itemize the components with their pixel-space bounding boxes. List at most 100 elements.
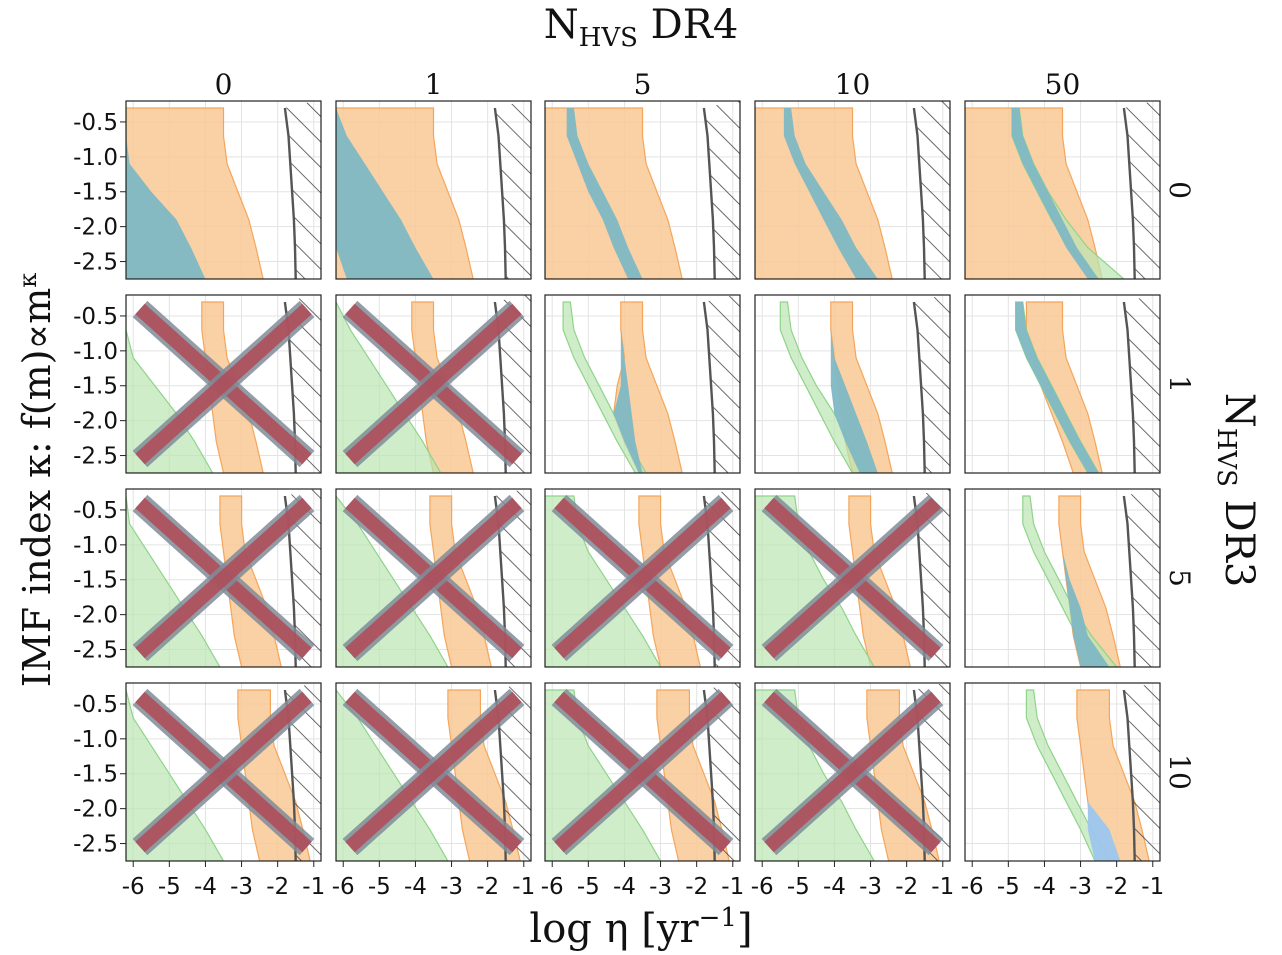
- dr4-region: [545, 107, 683, 279]
- panel: [335, 294, 532, 474]
- dr3-region: [1025, 689, 1111, 861]
- panel-frame: [964, 294, 1161, 474]
- hatched-exclusion: [703, 295, 740, 473]
- panel-plot-area: [965, 683, 1160, 861]
- hatched-exclusion: [284, 489, 321, 667]
- panel-frame: [964, 488, 1161, 668]
- row-labels: 0 1 5 10: [1163, 181, 1196, 790]
- dr3-region: [126, 302, 214, 473]
- panel-frame: [964, 682, 1161, 862]
- panel-plot-area: [965, 101, 1160, 279]
- x-tick-label: -5: [158, 874, 181, 900]
- panel-frame: [125, 100, 322, 280]
- panel-plot-area: [965, 489, 1160, 667]
- dr3-region: [336, 301, 442, 473]
- overlap-region: [1058, 496, 1110, 667]
- overlap-region: [830, 302, 878, 473]
- y-tick-label: -2.0: [73, 409, 118, 435]
- panel-plot-area: [755, 295, 950, 473]
- panel: [544, 100, 741, 280]
- panel: [125, 682, 322, 862]
- x-tick-label: -2: [266, 874, 289, 900]
- panel-frame: [964, 100, 1161, 280]
- y-tick-label: -1.0: [73, 339, 118, 365]
- column-label: 50: [1045, 68, 1081, 101]
- x-tick-label: -4: [194, 874, 217, 900]
- panel-plot-area: [336, 683, 531, 861]
- y-tick-label: -2.5: [73, 444, 118, 470]
- hatched-exclusion: [1123, 101, 1160, 279]
- dr4-region: [1025, 301, 1103, 473]
- row-label: 5: [1163, 569, 1196, 587]
- hatched-exclusion: [703, 101, 740, 279]
- y-tick-label: -0.5: [73, 304, 118, 330]
- x-tick-label: -3: [859, 874, 882, 900]
- panel-frame: [544, 294, 741, 474]
- hatched-exclusion: [703, 489, 740, 667]
- dr3-region: [562, 301, 647, 473]
- x-tick-label: -2: [476, 874, 499, 900]
- y-tick-label: -1.0: [73, 727, 118, 753]
- dr3-region: [1022, 495, 1118, 667]
- hatched-exclusion: [284, 101, 321, 279]
- hatched-exclusion: [1123, 489, 1160, 667]
- exclusion-cross: [345, 691, 522, 853]
- dr3-region: [545, 495, 662, 667]
- overlap-region: [613, 302, 643, 473]
- y-tick-label: -1.0: [73, 533, 118, 559]
- y-tick-label: -2.5: [73, 832, 118, 858]
- panel-plot-area: [545, 101, 740, 279]
- panel-frame: [544, 682, 741, 862]
- panel: [335, 100, 532, 280]
- panel-plot-area: [336, 489, 531, 667]
- overlap-region: [1015, 302, 1099, 473]
- panel-plot-area: [126, 489, 321, 667]
- x-tick-label: -1: [512, 874, 535, 900]
- y-tick-label: -0.5: [73, 110, 118, 136]
- boundary-line: [283, 107, 297, 279]
- x-tick-label: -3: [440, 874, 463, 900]
- hatched-exclusion: [284, 683, 321, 861]
- panel: [754, 682, 951, 862]
- exclusion-cross: [345, 303, 522, 465]
- panel-plot-area: [755, 101, 950, 279]
- row-label: 0: [1163, 181, 1196, 199]
- panel-plot-area: [545, 295, 740, 473]
- boundary-line: [702, 301, 716, 473]
- dr3-region: [779, 301, 868, 473]
- column-label: 0: [215, 68, 233, 101]
- panel-frame: [754, 682, 951, 862]
- overlap-region: [126, 108, 206, 279]
- panel: [125, 100, 322, 280]
- x-tick-label: -6: [751, 874, 774, 900]
- x-tick-label: -2: [685, 874, 708, 900]
- x-tick-label: -1: [931, 874, 954, 900]
- boundary-line: [1122, 301, 1136, 473]
- panel-frame: [754, 488, 951, 668]
- row-label: 10: [1163, 754, 1196, 790]
- panel-frame: [335, 294, 532, 474]
- column-label: 1: [425, 68, 443, 101]
- boundary-line: [912, 301, 926, 473]
- panel-frame: [125, 682, 322, 862]
- x-tick-label: -3: [1069, 874, 1092, 900]
- y-tick-label: -2.5: [73, 250, 118, 276]
- panel: [964, 488, 1161, 668]
- panel: [544, 488, 741, 668]
- exclusion-cross: [345, 497, 522, 659]
- hatched-exclusion: [494, 295, 531, 473]
- x-tick-label: -1: [302, 874, 325, 900]
- panel: [544, 682, 741, 862]
- hatched-exclusion: [703, 683, 740, 861]
- panel: [125, 294, 322, 474]
- y-tick-label: -2.0: [73, 603, 118, 629]
- boundary-line: [1122, 689, 1136, 861]
- x-tick-labels: -6 -5 -4 -3 -2 -1 -6 -5 -4 -3 -2 -1 -6 -5 -4 -3 -2 -1 -6 -5…: [122, 861, 1164, 900]
- dr3-region: [336, 495, 449, 667]
- x-tick-label: -5: [997, 874, 1020, 900]
- panel: [544, 294, 741, 474]
- panel-plot-area: [336, 295, 531, 473]
- x-tick-label: -2: [895, 874, 918, 900]
- panel: [964, 682, 1161, 862]
- hatched-exclusion: [284, 295, 321, 473]
